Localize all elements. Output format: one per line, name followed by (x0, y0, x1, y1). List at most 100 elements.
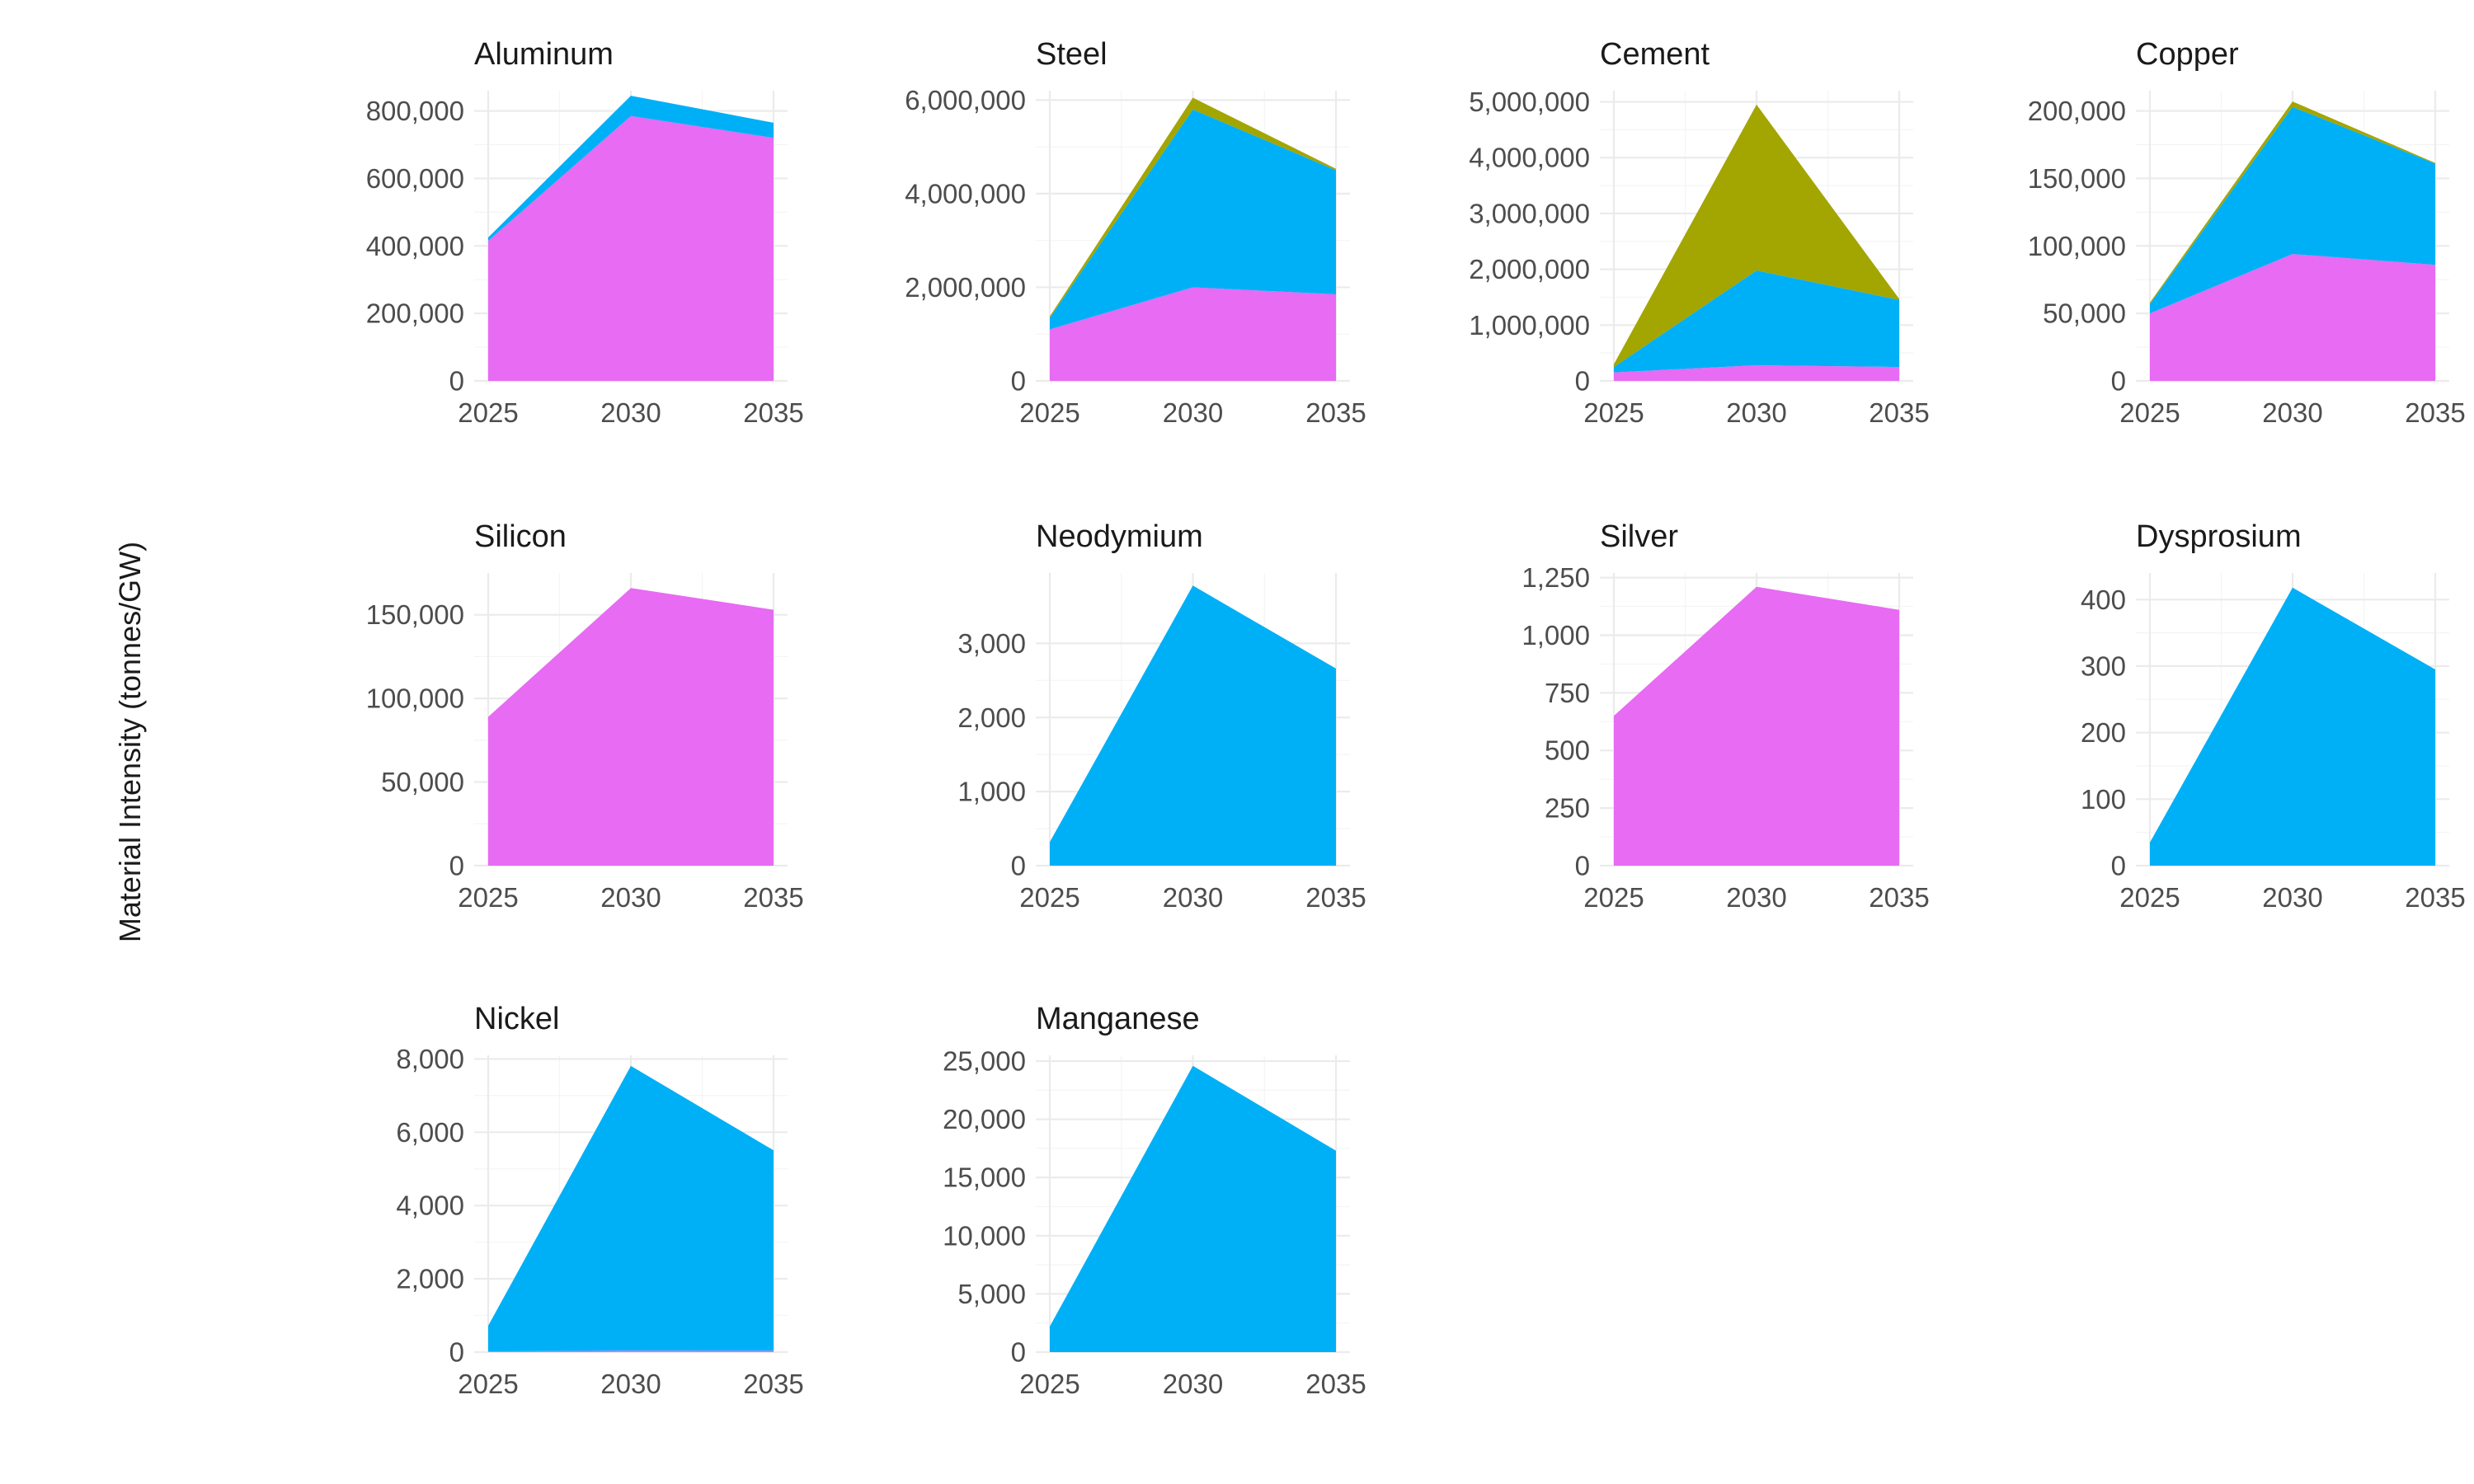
y-tick-label: 1,000 (1522, 620, 1590, 650)
x-tick-label: 2035 (2405, 397, 2465, 428)
panel-dysprosium: 0 100 200 300 400 2025 2030 2035 Dysprosium (2081, 519, 2466, 913)
x-tick-label: 2030 (2262, 882, 2322, 913)
x-tick-label: 2030 (1163, 397, 1223, 428)
panel-steel: 0 2,000,000 4,000,000 6,000,000 2025 2030 2035… (905, 37, 1366, 428)
x-tick-label: 2025 (1583, 882, 1644, 913)
y-tick-label: 0 (2111, 366, 2126, 397)
y-tick-label: 100 (2081, 784, 2126, 815)
panel-title: Manganese (1036, 1002, 1200, 1036)
y-tick-label: 750 (1545, 678, 1590, 708)
y-tick-label: 100,000 (366, 683, 464, 714)
y-tick-label: 2,000 (957, 702, 1026, 733)
x-tick-label: 2035 (743, 1369, 803, 1399)
y-tick-label: 25,000 (943, 1046, 1026, 1077)
x-tick-label: 2035 (743, 882, 803, 913)
area-series-2 (488, 1065, 774, 1352)
y-tick-label: 0 (1575, 851, 1590, 881)
x-tick-label: 2035 (1869, 397, 1929, 428)
y-tick-label: 1,000,000 (1469, 310, 1590, 340)
panel-neodymium: 0 1,000 2,000 3,000 2025 2030 2035 Neodymium (957, 519, 1366, 913)
y-tick-label: 4,000,000 (1469, 143, 1590, 173)
panel-copper: 0 50,000 100,000 150,000 200,000 2025 2030 2035… (2028, 37, 2466, 428)
x-tick-label: 2035 (1305, 397, 1366, 428)
y-tick-label: 4,000 (396, 1190, 464, 1221)
y-tick-label: 0 (449, 366, 464, 397)
area-series-1 (1050, 1065, 1336, 1352)
y-tick-label: 6,000 (396, 1117, 464, 1148)
area-series-1 (2150, 254, 2435, 381)
y-tick-label: 0 (449, 851, 464, 881)
y-tick-label: 100,000 (2028, 231, 2126, 261)
y-tick-label: 250 (1545, 793, 1590, 824)
x-tick-label: 2030 (1726, 882, 1786, 913)
panel-silicon: 0 50,000 100,000 150,000 2025 2030 2035 Silicon (366, 519, 804, 913)
area-series-2 (1614, 270, 1899, 373)
y-tick-label: 5,000,000 (1469, 87, 1590, 117)
y-tick-label: 3,000,000 (1469, 198, 1590, 228)
x-tick-label: 2035 (1305, 1369, 1366, 1399)
y-tick-label: 0 (1011, 1337, 1026, 1368)
x-tick-label: 2025 (458, 882, 518, 913)
panel-manganese: 0 5,000 10,000 15,000 20,000 25,000 2025 2030 20… (943, 1002, 1366, 1399)
x-tick-label: 2025 (1019, 397, 1079, 428)
y-tick-label: 400,000 (366, 231, 464, 261)
area-series-1 (1050, 585, 1336, 866)
y-tick-label: 50,000 (2043, 298, 2126, 329)
x-tick-label: 2025 (1583, 397, 1644, 428)
x-tick-label: 2030 (1726, 397, 1786, 428)
y-tick-label: 600,000 (366, 163, 464, 194)
panel-cement: 0 1,000,000 2,000,000 3,000,000 4,000,000 5,0… (1469, 37, 1930, 428)
y-tick-label: 50,000 (381, 767, 464, 797)
y-tick-label: 800,000 (366, 96, 464, 126)
area-series-1 (488, 115, 774, 381)
x-tick-label: 2025 (1019, 882, 1079, 913)
y-tick-label: 0 (1011, 851, 1026, 881)
panel-title: Aluminum (474, 37, 614, 72)
x-tick-label: 2035 (2405, 882, 2465, 913)
panel-title: Silver (1600, 519, 1678, 554)
panel-title: Copper (2136, 37, 2239, 72)
x-tick-label: 2030 (1163, 1369, 1223, 1399)
y-tick-label: 200,000 (366, 298, 464, 329)
panel-nickel: 0 2,000 4,000 6,000 8,000 2025 2030 2035 Nickel (396, 1002, 803, 1399)
y-tick-label: 3,000 (957, 628, 1026, 659)
area-series-1 (1614, 365, 1899, 381)
panel-title: Steel (1036, 37, 1108, 72)
area-series-1 (488, 588, 774, 866)
y-tick-label: 1,000 (957, 777, 1026, 807)
y-tick-label: 20,000 (943, 1104, 1026, 1134)
y-tick-label: 0 (449, 1337, 464, 1368)
y-tick-label: 2,000,000 (905, 272, 1026, 303)
y-tick-label: 0 (1011, 366, 1026, 397)
x-tick-label: 2030 (600, 1369, 661, 1399)
y-tick-label: 1,250 (1522, 562, 1590, 593)
y-tick-label: 15,000 (943, 1162, 1026, 1193)
x-tick-label: 2030 (1163, 882, 1223, 913)
y-tick-label: 200,000 (2028, 96, 2126, 126)
y-tick-label: 150,000 (2028, 163, 2126, 194)
y-tick-label: 0 (1575, 366, 1590, 397)
panel-silver: 0 250 500 750 1,000 1,250 2025 2030 2035 Silver (1522, 519, 1929, 913)
area-series-2 (1050, 109, 1336, 330)
y-tick-label: 500 (1545, 735, 1590, 766)
x-tick-label: 2025 (458, 1369, 518, 1399)
y-tick-label: 2,000 (396, 1264, 464, 1294)
panel-title: Cement (1600, 37, 1710, 72)
x-tick-label: 2030 (600, 882, 661, 913)
y-tick-label: 150,000 (366, 599, 464, 630)
y-tick-label: 8,000 (396, 1044, 464, 1074)
panel-aluminum: 0 200,000 400,000 600,000 800,000 2025 2030 203… (366, 37, 804, 428)
panel-title: Silicon (474, 519, 567, 554)
y-tick-label: 0 (2111, 851, 2126, 881)
y-tick-label: 300 (2081, 650, 2126, 681)
area-series-2 (2150, 106, 2435, 314)
x-tick-label: 2035 (743, 397, 803, 428)
area-series-1 (488, 1350, 774, 1352)
area-series-3 (1614, 104, 1899, 368)
x-tick-label: 2030 (600, 397, 661, 428)
x-tick-label: 2030 (2262, 397, 2322, 428)
x-tick-label: 2035 (1305, 882, 1366, 913)
y-tick-label: 6,000,000 (905, 85, 1026, 115)
area-series-1 (1050, 287, 1336, 381)
